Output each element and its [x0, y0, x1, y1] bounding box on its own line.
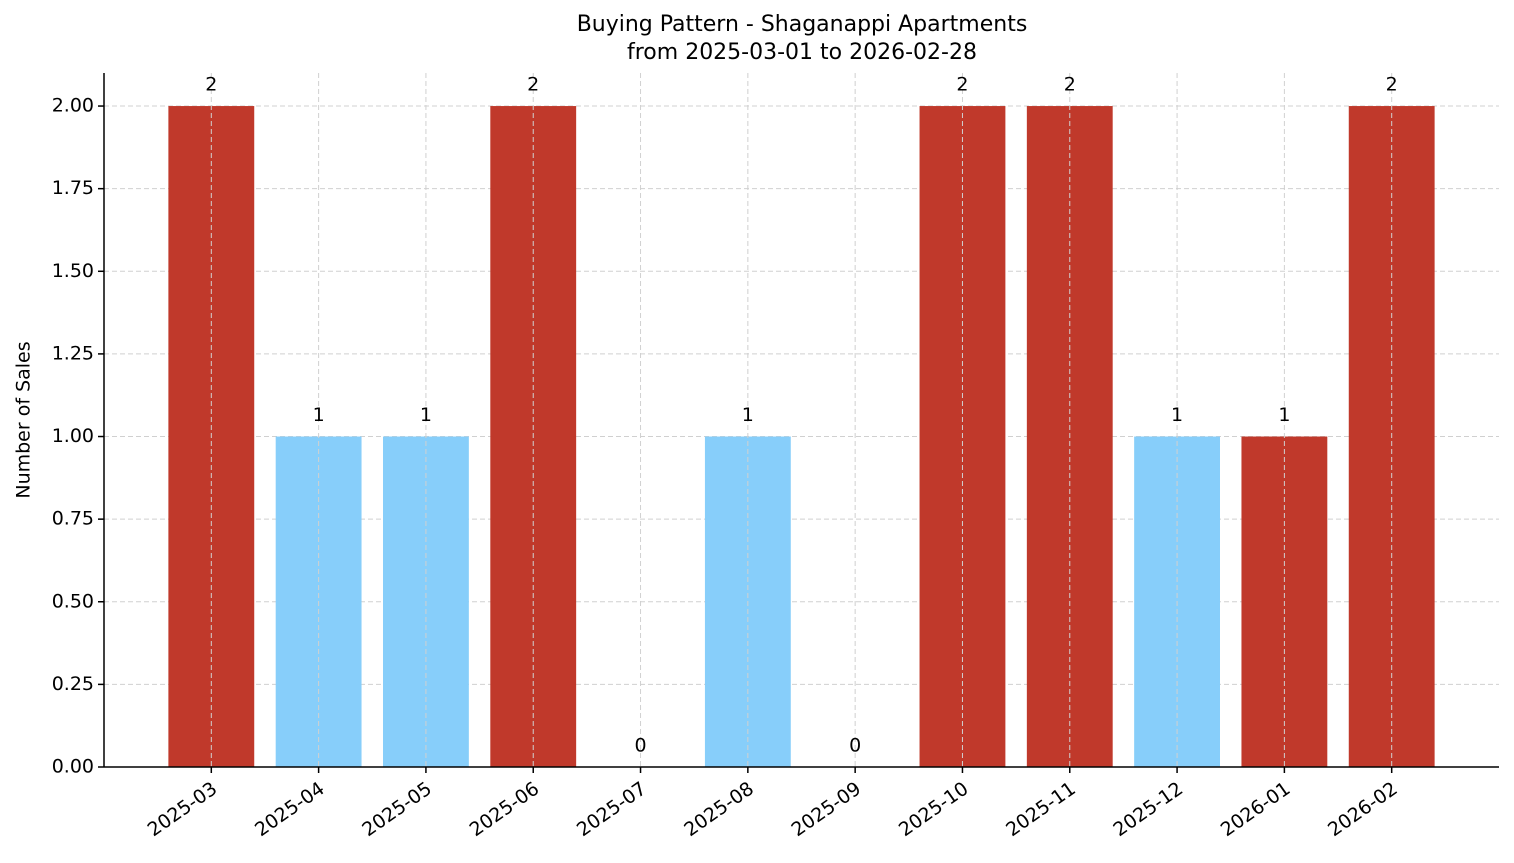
value-label: 0: [634, 735, 646, 757]
x-tick-label: 2026-02: [1324, 778, 1402, 842]
y-tick-label: 0.25: [52, 673, 94, 695]
value-label: 2: [956, 74, 968, 96]
y-tick-label: 1.00: [52, 425, 94, 447]
y-tick-label: 1.25: [52, 342, 94, 364]
value-label: 1: [1171, 404, 1183, 426]
value-label: 2: [205, 74, 217, 96]
value-label: 1: [420, 404, 432, 426]
x-tick-label: 2025-09: [788, 778, 866, 842]
x-tick-label: 2025-10: [895, 778, 973, 842]
y-tick-label: 0.00: [52, 756, 94, 778]
x-tick-label: 2025-12: [1109, 778, 1187, 842]
x-tick-label: 2025-05: [358, 778, 436, 842]
x-tick-label: 2026-01: [1217, 778, 1295, 842]
value-label: 2: [527, 74, 539, 96]
y-axis-label: Number of Sales: [13, 341, 35, 498]
y-tick-label: 2.00: [52, 95, 94, 117]
value-label: 2: [1064, 74, 1076, 96]
y-tick-label: 1.75: [52, 177, 94, 199]
y-tick-label: 0.50: [52, 590, 94, 612]
chart-subtitle: from 2025-03-01 to 2026-02-28: [627, 40, 977, 65]
x-tick-label: 2025-11: [1002, 778, 1080, 842]
chart-title: Buying Pattern - Shaganappi Apartments: [577, 12, 1028, 37]
x-tick-label: 2025-04: [251, 778, 329, 842]
x-tick-label: 2025-06: [466, 778, 544, 842]
x-tick-label: 2025-03: [144, 778, 222, 842]
value-label: 1: [1278, 404, 1290, 426]
x-tick-label: 2025-07: [573, 778, 651, 842]
y-tick-label: 0.75: [52, 508, 94, 530]
x-tick-label: 2025-08: [680, 778, 758, 842]
y-tick-label: 1.50: [52, 260, 94, 282]
value-label: 0: [849, 735, 861, 757]
value-label: 1: [742, 404, 754, 426]
value-label: 2: [1386, 74, 1398, 96]
value-label: 1: [313, 404, 325, 426]
